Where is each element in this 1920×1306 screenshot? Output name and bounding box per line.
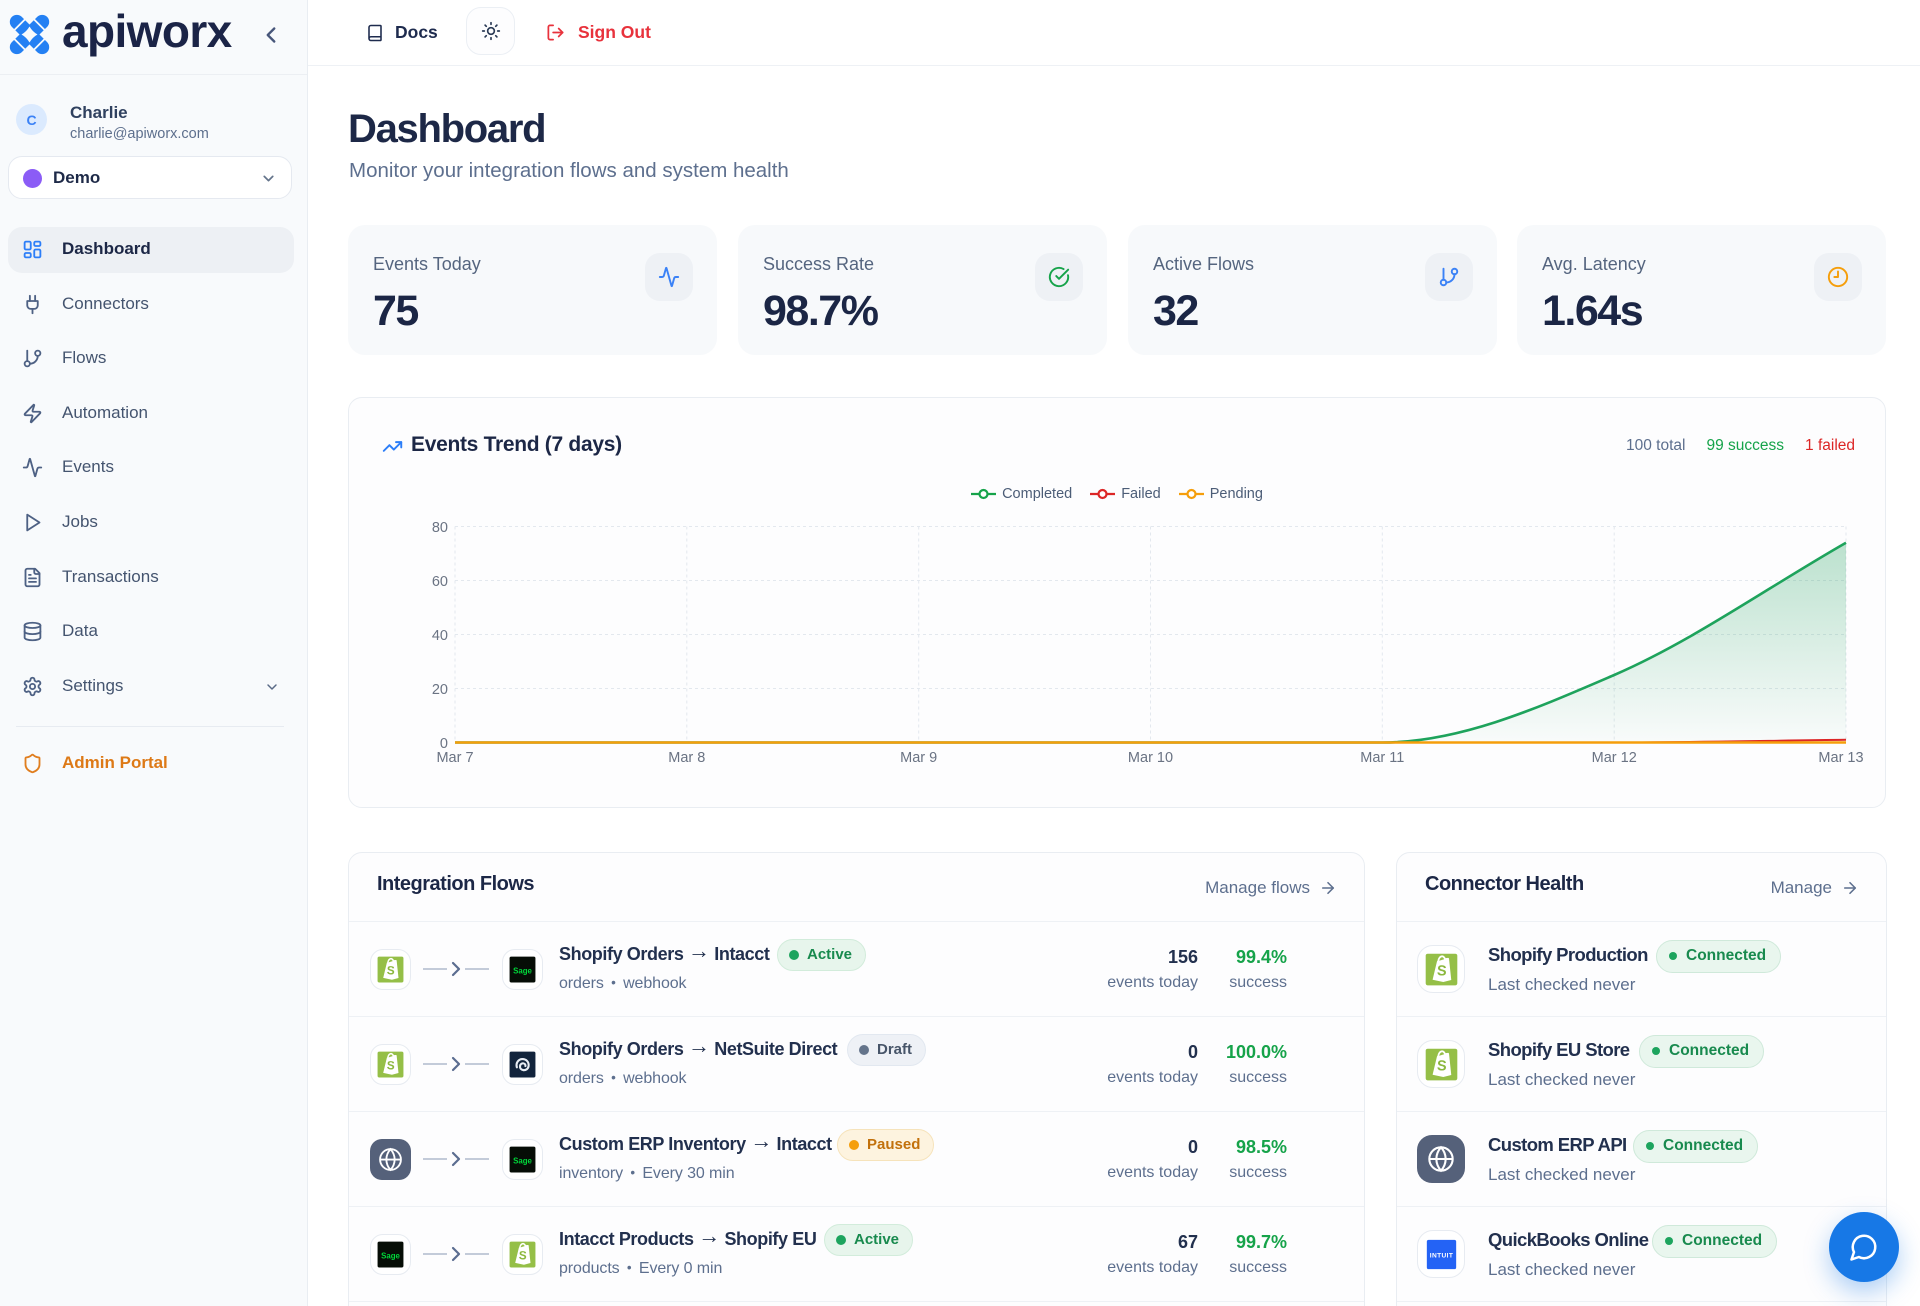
svg-text:Mar 8: Mar 8 — [668, 750, 705, 766]
svg-text:Mar 13: Mar 13 — [1818, 750, 1863, 766]
svg-text:INTUIT: INTUIT — [1429, 1252, 1452, 1259]
svg-text:20: 20 — [432, 682, 448, 698]
svg-text:0: 0 — [440, 736, 448, 752]
svg-text:60: 60 — [432, 574, 448, 590]
svg-text:40: 40 — [432, 628, 448, 644]
svg-text:80: 80 — [432, 520, 448, 536]
svg-text:Mar 11: Mar 11 — [1360, 750, 1404, 766]
svg-text:Mar 9: Mar 9 — [900, 750, 937, 766]
svg-text:Mar 7: Mar 7 — [436, 750, 473, 766]
svg-text:Mar 10: Mar 10 — [1128, 750, 1173, 766]
svg-text:Mar 12: Mar 12 — [1592, 750, 1637, 766]
